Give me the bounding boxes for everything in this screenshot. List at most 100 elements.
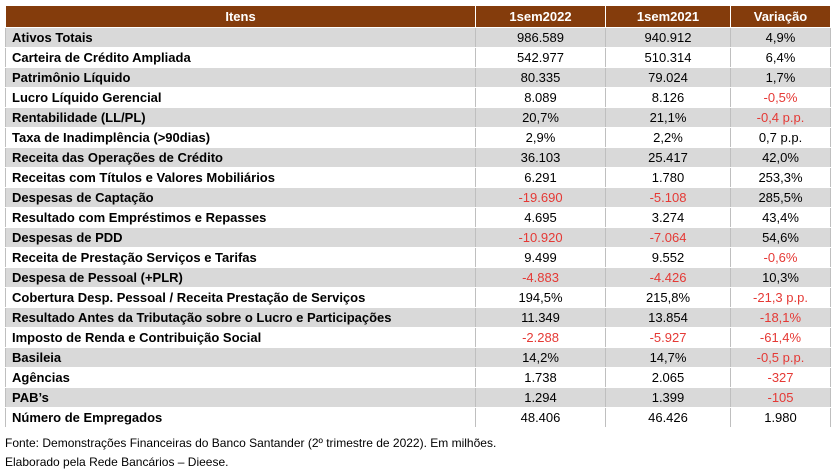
row-value-variacao: -327 xyxy=(730,367,831,388)
row-value-variacao: -105 xyxy=(730,387,831,408)
row-value-variacao: -0,4 p.p. xyxy=(730,107,831,128)
row-item-label: Lucro Líquido Gerencial xyxy=(5,87,476,108)
row-value-1sem2021: 25.417 xyxy=(605,147,731,168)
table-row: Resultado Antes da Tributação sobre o Lu… xyxy=(5,307,831,328)
row-value-1sem2022: -19.690 xyxy=(475,187,606,208)
table-body: Ativos Totais 986.589 940.912 4,9% Carteira … xyxy=(5,27,831,428)
table-row: Carteira de Crédito Ampliada 542.977 510.3… xyxy=(5,47,831,68)
row-value-1sem2022: 14,2% xyxy=(475,347,606,368)
row-item-label: Resultado Antes da Tributação sobre o Lu… xyxy=(5,307,476,328)
row-item-label: Despesa de Pessoal (+PLR) xyxy=(5,267,476,288)
row-value-1sem2022: 80.335 xyxy=(475,67,606,88)
row-item-label: PAB’s xyxy=(5,387,476,408)
table-row: Agências 1.738 2.065 -327 xyxy=(5,367,831,388)
row-value-1sem2021: 8.126 xyxy=(605,87,731,108)
row-item-label: Cobertura Desp. Pessoal / Receita Presta… xyxy=(5,287,476,308)
header-1sem2022: 1sem2022 xyxy=(475,5,606,28)
table-row: Cobertura Desp. Pessoal / Receita Presta… xyxy=(5,287,831,308)
row-item-label: Despesas de PDD xyxy=(5,227,476,248)
row-value-1sem2022: 4.695 xyxy=(475,207,606,228)
row-value-1sem2022: 1.738 xyxy=(475,367,606,388)
table-row: Resultado com Empréstimos e Repasses 4.69… xyxy=(5,207,831,228)
row-value-1sem2021: 21,1% xyxy=(605,107,731,128)
row-value-variacao: 285,5% xyxy=(730,187,831,208)
row-value-1sem2021: 1.780 xyxy=(605,167,731,188)
row-value-1sem2021: -7.064 xyxy=(605,227,731,248)
row-value-1sem2021: 2,2% xyxy=(605,127,731,148)
row-value-1sem2021: 13.854 xyxy=(605,307,731,328)
table-row: Despesas de PDD -10.920 -7.064 54,6% xyxy=(5,227,831,248)
row-item-label: Receitas com Títulos e Valores Mobiliári… xyxy=(5,167,476,188)
table-row: Ativos Totais 986.589 940.912 4,9% xyxy=(5,27,831,48)
row-value-1sem2021: 2.065 xyxy=(605,367,731,388)
table-row: PAB’s 1.294 1.399 -105 xyxy=(5,387,831,408)
row-value-1sem2021: 14,7% xyxy=(605,347,731,368)
row-value-1sem2021: 1.399 xyxy=(605,387,731,408)
row-value-1sem2022: -10.920 xyxy=(475,227,606,248)
row-value-1sem2022: 986.589 xyxy=(475,27,606,48)
row-value-variacao: -0,5% xyxy=(730,87,831,108)
row-value-variacao: -18,1% xyxy=(730,307,831,328)
row-value-1sem2022: 8.089 xyxy=(475,87,606,108)
row-value-1sem2022: 1.294 xyxy=(475,387,606,408)
row-value-1sem2022: 2,9% xyxy=(475,127,606,148)
row-item-label: Número de Empregados xyxy=(5,407,476,428)
row-value-1sem2021: -4.426 xyxy=(605,267,731,288)
row-value-1sem2022: 48.406 xyxy=(475,407,606,428)
row-item-label: Receita das Operações de Crédito xyxy=(5,147,476,168)
source-note: Fonte: Demonstrações Financeiras do Banc… xyxy=(5,436,497,450)
row-value-variacao: 10,3% xyxy=(730,267,831,288)
row-item-label: Imposto de Renda e Contribuição Social xyxy=(5,327,476,348)
row-value-variacao: 42,0% xyxy=(730,147,831,168)
row-value-variacao: 4,9% xyxy=(730,27,831,48)
table-row: Receita de Prestação Serviços e Tarifas 9… xyxy=(5,247,831,268)
row-value-1sem2021: 79.024 xyxy=(605,67,731,88)
row-value-1sem2021: -5.108 xyxy=(605,187,731,208)
row-value-1sem2021: 940.912 xyxy=(605,27,731,48)
row-value-variacao: -0,6% xyxy=(730,247,831,268)
row-value-variacao: 54,6% xyxy=(730,227,831,248)
row-value-1sem2022: 36.103 xyxy=(475,147,606,168)
row-value-1sem2022: -4.883 xyxy=(475,267,606,288)
table-row: Rentabilidade (LL/PL) 20,7% 21,1% -0,4 p.p. xyxy=(5,107,831,128)
table-row: Lucro Líquido Gerencial 8.089 8.126 -0,5% xyxy=(5,87,831,108)
header-itens: Itens xyxy=(5,5,476,28)
row-item-label: Ativos Totais xyxy=(5,27,476,48)
row-value-1sem2022: 6.291 xyxy=(475,167,606,188)
financial-table: Itens 1sem2022 1sem2021 Variação Ativos … xyxy=(5,5,831,428)
row-item-label: Patrimônio Líquido xyxy=(5,67,476,88)
table-row: Número de Empregados 48.406 46.426 1.980 xyxy=(5,407,831,428)
row-item-label: Despesas de Captação xyxy=(5,187,476,208)
row-value-1sem2022: 11.349 xyxy=(475,307,606,328)
row-value-1sem2022: -2.288 xyxy=(475,327,606,348)
row-value-1sem2022: 542.977 xyxy=(475,47,606,68)
header-variacao: Variação xyxy=(730,5,831,28)
row-value-1sem2021: 3.274 xyxy=(605,207,731,228)
table-row: Patrimônio Líquido 80.335 79.024 1,7% xyxy=(5,67,831,88)
row-value-1sem2022: 9.499 xyxy=(475,247,606,268)
table-row: Despesa de Pessoal (+PLR) -4.883 -4.426 10,… xyxy=(5,267,831,288)
table-row: Basileia 14,2% 14,7% -0,5 p.p. xyxy=(5,347,831,368)
row-value-variacao: -21,3 p.p. xyxy=(730,287,831,308)
row-value-variacao: -61,4% xyxy=(730,327,831,348)
row-item-label: Carteira de Crédito Ampliada xyxy=(5,47,476,68)
row-value-variacao: 0,7 p.p. xyxy=(730,127,831,148)
credit-note: Elaborado pela Rede Bancários – Dieese. xyxy=(5,455,229,469)
table-row: Imposto de Renda e Contribuição Social -2… xyxy=(5,327,831,348)
row-item-label: Basileia xyxy=(5,347,476,368)
row-item-label: Rentabilidade (LL/PL) xyxy=(5,107,476,128)
row-value-1sem2021: 9.552 xyxy=(605,247,731,268)
row-item-label: Resultado com Empréstimos e Repasses xyxy=(5,207,476,228)
row-value-1sem2022: 194,5% xyxy=(475,287,606,308)
footnotes: Fonte: Demonstrações Financeiras do Banc… xyxy=(5,434,496,472)
row-item-label: Taxa de Inadimplência (>90dias) xyxy=(5,127,476,148)
row-value-variacao: 1,7% xyxy=(730,67,831,88)
row-value-1sem2021: 215,8% xyxy=(605,287,731,308)
table-row: Despesas de Captação -19.690 -5.108 285,5% xyxy=(5,187,831,208)
row-value-variacao: -0,5 p.p. xyxy=(730,347,831,368)
table-row: Receita das Operações de Crédito 36.103 25… xyxy=(5,147,831,168)
row-value-variacao: 1.980 xyxy=(730,407,831,428)
header-1sem2021: 1sem2021 xyxy=(605,5,731,28)
row-value-1sem2021: 510.314 xyxy=(605,47,731,68)
row-item-label: Agências xyxy=(5,367,476,388)
